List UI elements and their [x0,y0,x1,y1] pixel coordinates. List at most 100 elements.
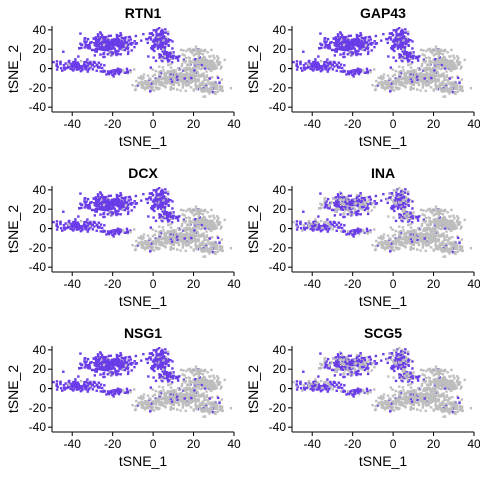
data-point [435,81,437,83]
data-point [348,202,350,204]
data-point [104,41,106,43]
data-point [164,246,166,248]
data-point [80,60,82,62]
data-point [175,216,177,218]
data-point [189,210,191,212]
data-point [193,229,195,231]
data-point [409,82,411,84]
data-point [149,250,151,252]
data-point [79,192,81,194]
data-point [209,237,211,239]
data-point [216,55,218,57]
data-point [221,238,223,240]
data-point [444,90,446,92]
data-point [360,200,362,202]
data-point [437,72,439,74]
data-point [338,221,340,223]
data-point [371,49,373,51]
data-point [326,58,328,60]
data-point [207,222,209,224]
data-point [205,230,207,232]
data-point [148,237,150,239]
data-point [74,64,76,66]
data-point [417,67,419,69]
data-point [152,243,154,245]
data-point [135,35,137,37]
data-point [445,86,447,88]
data-point [96,70,98,72]
x-axis-title: tSNE_1 [359,133,407,149]
data-point [159,34,161,36]
data-point [343,36,345,38]
data-point [213,222,215,224]
data-point [194,223,196,225]
data-point [89,61,91,63]
data-point [422,49,424,51]
data-point [184,243,186,245]
data-point [346,47,348,49]
data-point [327,38,329,40]
data-point [350,51,352,53]
data-point [198,55,200,57]
data-point [119,48,121,50]
data-point [99,213,101,215]
data-point [151,68,153,70]
data-point [214,253,216,255]
data-point [94,43,96,45]
data-point [395,60,397,62]
data-point [103,196,105,198]
data-point [133,68,135,70]
data-point [129,196,131,198]
data-point [127,53,129,55]
data-point [152,216,154,218]
data-point [205,65,207,67]
data-point [371,42,373,44]
data-point [441,83,443,85]
data-point [162,39,164,41]
data-point [198,225,200,227]
data-point [390,85,392,87]
data-point [222,250,224,252]
data-point [445,79,447,81]
data-point [394,43,396,45]
data-point [395,220,397,222]
data-point [393,89,395,91]
data-point [395,29,397,31]
data-point [94,203,96,205]
data-point [414,75,416,77]
data-point [464,59,466,61]
data-point [312,65,314,67]
data-point [206,243,208,245]
data-point [337,201,339,203]
data-point [393,50,395,52]
data-point [190,237,192,239]
data-point [133,228,135,230]
data-point [344,206,346,208]
data-point [201,73,203,75]
data-point [357,204,359,206]
data-point [419,72,421,74]
data-point [116,196,118,198]
data-point [140,199,142,201]
data-point [186,223,188,225]
data-point [157,81,159,83]
data-point [119,208,121,210]
data-point [160,230,162,232]
data-point [175,69,177,71]
data-point [120,200,122,202]
data-point [216,91,218,93]
data-point [158,213,160,215]
data-point [182,86,184,88]
data-point [425,57,427,59]
data-point [404,46,406,48]
data-point [179,89,181,91]
data-point [159,74,161,76]
data-point [99,38,101,40]
data-point [206,220,208,222]
data-point [339,198,341,200]
data-point [81,227,83,229]
data-point [131,209,133,211]
data-point [124,201,126,203]
data-point [215,245,217,247]
